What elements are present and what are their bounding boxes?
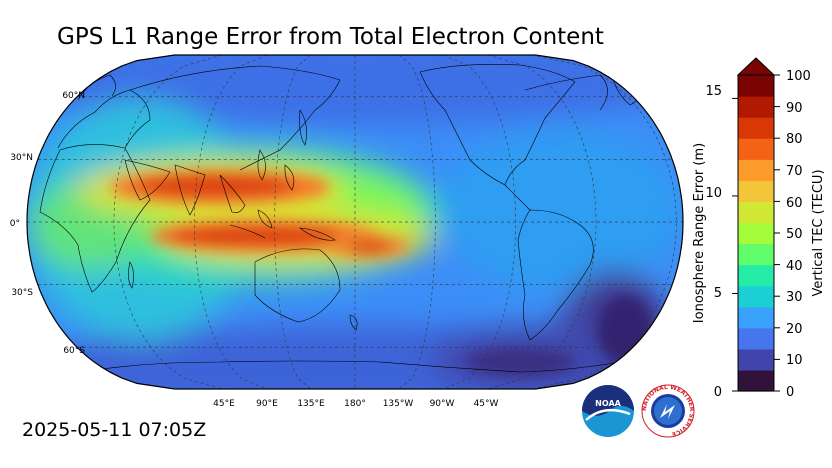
colorbar-band xyxy=(738,96,774,118)
colorbar-band xyxy=(738,201,774,224)
colorbar-band xyxy=(738,159,774,181)
colorbar-band xyxy=(738,306,774,329)
colorbar-band xyxy=(738,138,774,160)
lon-label-135e: 135°E xyxy=(297,399,325,409)
colorbar-band xyxy=(738,243,774,266)
timestamp: 2025-05-11 07:05Z xyxy=(22,419,207,441)
tec-field xyxy=(27,55,683,389)
lat-label-60s: 60°S xyxy=(63,346,85,356)
tec-tick-100: 100 xyxy=(786,69,811,84)
tec-axis-label: Vertical TEC (TECU) xyxy=(811,169,826,296)
chart-title: GPS L1 Range Error from Total Electron C… xyxy=(57,24,604,50)
colorbar-band xyxy=(738,117,774,139)
tec-tick-10: 10 xyxy=(786,353,803,368)
range-tick-5: 5 xyxy=(714,286,722,301)
colorbar-band xyxy=(738,327,774,350)
tec-tick-60: 60 xyxy=(786,196,803,211)
meridian-gridline xyxy=(274,55,312,389)
range-tick-15: 15 xyxy=(705,84,722,99)
lat-label-30s: 30°S xyxy=(11,288,33,298)
meridian-gridline xyxy=(113,55,223,389)
meridian-gridline xyxy=(487,55,597,389)
colorbar-band xyxy=(738,348,774,371)
tec-tick-20: 20 xyxy=(786,322,803,337)
lon-label-45w: 45°W xyxy=(474,399,499,409)
noaa-logo-text: NOAA xyxy=(595,399,621,408)
nws-logo: NATIONAL WEATHER SERVICE xyxy=(641,384,695,438)
lat-label-0: 0° xyxy=(10,219,20,229)
colorbar-band xyxy=(738,264,774,287)
colorbar-band xyxy=(738,75,774,97)
noaa-logo: NOAA xyxy=(582,385,634,437)
range-error-axis-label: Ionosphere Range Error (m) xyxy=(692,143,707,323)
range-tick-0: 0 xyxy=(714,385,722,400)
tec-tick-80: 80 xyxy=(786,132,803,147)
lon-label-45e: 45°E xyxy=(213,399,235,409)
lat-labels: 60°N 30°N 0° 30°S 60°S xyxy=(10,91,86,356)
colorbar-band xyxy=(738,180,774,202)
lon-label-90e: 90°E xyxy=(256,399,278,409)
colorbar-band xyxy=(738,369,774,392)
lon-label-135w: 135°W xyxy=(383,399,414,409)
lon-labels: 45°E 90°E 135°E 180° 135°W 90°W 45°W xyxy=(213,399,498,409)
tec-tick-90: 90 xyxy=(786,101,803,116)
tec-tick-40: 40 xyxy=(786,259,803,274)
colorbar-band xyxy=(738,285,774,308)
colorbar: 15 10 5 0 100 90 80 70 60 50 40 30 20 10… xyxy=(692,57,826,400)
tec-tick-30: 30 xyxy=(786,290,803,305)
lon-label-180: 180° xyxy=(344,399,366,409)
coastlines xyxy=(39,61,656,373)
meridian-gridline xyxy=(193,55,267,389)
colorbar-extend-arrow xyxy=(736,57,776,76)
colorbar-band xyxy=(738,222,774,245)
tec-tick-0: 0 xyxy=(786,385,794,400)
lat-label-60n: 60°N xyxy=(62,91,85,101)
meridian-gridline xyxy=(443,55,517,389)
tec-tick-70: 70 xyxy=(786,164,803,179)
map-boundary xyxy=(26,54,684,390)
meridian-gridline xyxy=(398,55,436,389)
lat-label-30n: 30°N xyxy=(10,153,33,163)
lon-label-90w: 90°W xyxy=(430,399,455,409)
range-tick-10: 10 xyxy=(705,186,722,201)
tec-tick-50: 50 xyxy=(786,227,803,242)
